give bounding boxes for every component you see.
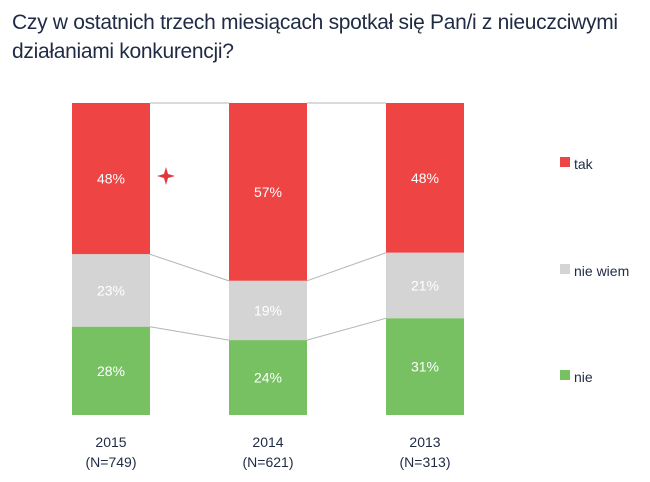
category-sublabel: (N=313) bbox=[400, 454, 451, 470]
legend-item-nie: nie bbox=[560, 369, 593, 385]
bar-segment-nie-2015 bbox=[72, 326, 150, 415]
chart-title: Czy w ostatnich trzech miesiącach spotka… bbox=[12, 11, 618, 63]
bar-segment-nie-wiem-2015 bbox=[72, 254, 150, 327]
legend-label: nie bbox=[574, 369, 593, 385]
bar-segment-tak-2015 bbox=[72, 103, 150, 255]
connector-line bbox=[149, 326, 230, 341]
bar-segment-nie-wiem-2013 bbox=[386, 252, 464, 319]
category-label: 2014 bbox=[252, 434, 283, 450]
connector-line bbox=[306, 252, 387, 282]
legend-item-nie-wiem: nie wiem bbox=[560, 263, 629, 279]
legend-item-tak: tak bbox=[560, 156, 594, 172]
data-label: 24% bbox=[254, 370, 282, 386]
connector-line bbox=[306, 317, 387, 341]
legend-label: nie wiem bbox=[574, 263, 629, 279]
data-label: 21% bbox=[411, 278, 439, 294]
data-label: 48% bbox=[411, 170, 439, 186]
bar-segment-tak-2014 bbox=[229, 103, 307, 281]
legend-swatch bbox=[560, 157, 570, 167]
category-label: 2015 bbox=[95, 434, 126, 450]
legend-swatch bbox=[560, 264, 570, 274]
bar-segment-nie-2013 bbox=[386, 318, 464, 415]
legend-swatch bbox=[560, 370, 570, 380]
category-sublabel: (N=621) bbox=[243, 454, 294, 470]
legend: tak nie wiem nie bbox=[560, 156, 629, 385]
bar-segment-tak-2013 bbox=[386, 103, 464, 253]
connector-lines bbox=[149, 102, 387, 341]
bar-segment-nie-wiem-2014 bbox=[229, 280, 307, 341]
legend-label: tak bbox=[574, 156, 594, 172]
sparkle-icon bbox=[157, 167, 175, 185]
data-label: 19% bbox=[254, 302, 282, 318]
data-label: 31% bbox=[411, 359, 439, 375]
category-labels: 2015 (N=749) 2014 (N=621) 2013 (N=313) bbox=[86, 434, 451, 470]
bar-segment-nie-2014 bbox=[229, 340, 307, 415]
category-sublabel: (N=749) bbox=[86, 454, 137, 470]
data-label: 23% bbox=[97, 283, 125, 299]
bars: 48% 23% 28% 57% 19% 24% 48% 21% 31% bbox=[72, 103, 464, 415]
data-label: 48% bbox=[97, 171, 125, 187]
data-label: 57% bbox=[254, 184, 282, 200]
category-label: 2013 bbox=[409, 434, 440, 450]
connector-line bbox=[149, 253, 230, 282]
data-label: 28% bbox=[97, 363, 125, 379]
